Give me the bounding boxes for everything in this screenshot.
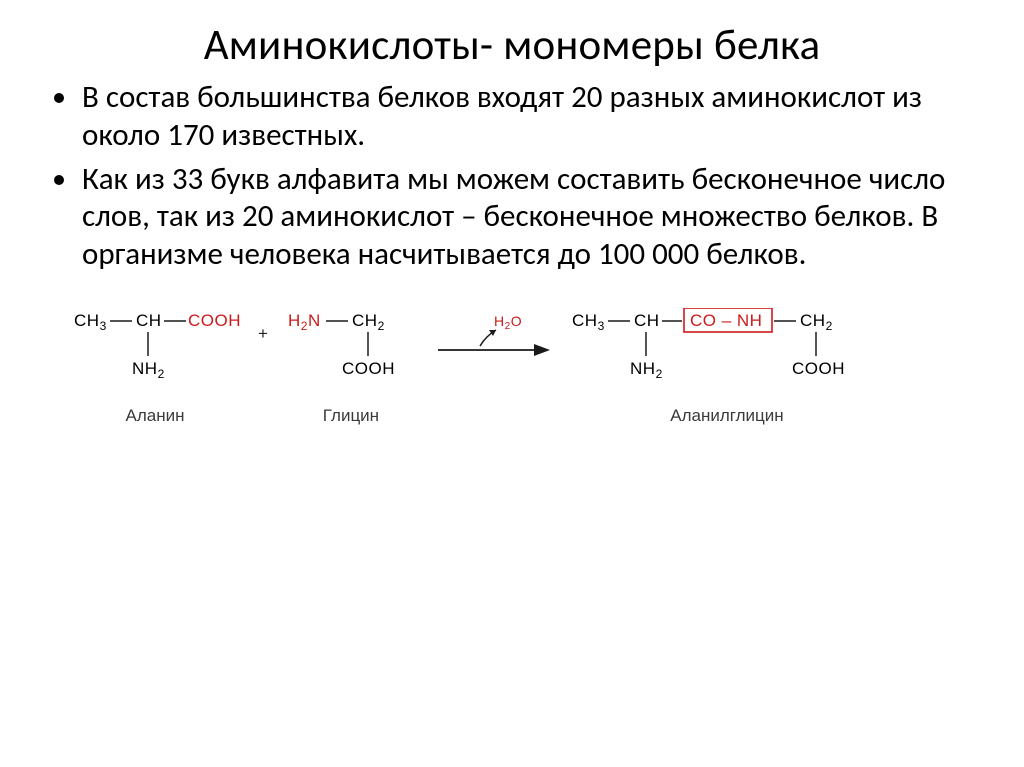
atom-ch2: CH2 bbox=[352, 311, 385, 333]
atom-nh2: NH2 bbox=[132, 359, 165, 381]
molecule-label: Аланин bbox=[126, 406, 185, 426]
molecule-glycine: H2N CH2 COOH Глицин bbox=[286, 308, 416, 426]
molecule-label: Аланилглицин bbox=[670, 406, 783, 426]
slide-title: Аминокислоты- мономеры белка bbox=[40, 18, 984, 71]
atom-ch3: CH3 bbox=[572, 311, 605, 333]
byproduct-h2o: H2O bbox=[494, 316, 522, 332]
bullet-item: В состав большинства белков входят 20 ра… bbox=[80, 79, 984, 155]
atom-ch: CH bbox=[634, 311, 660, 330]
bullet-item: Как из 33 букв алфавита мы можем состави… bbox=[80, 161, 984, 274]
molecule-label: Глицин bbox=[323, 406, 379, 426]
atom-cooh: COOH bbox=[792, 359, 845, 378]
atom-ch: CH bbox=[136, 311, 162, 330]
molecule-alanine: CH3 CH COOH NH2 Аланин bbox=[70, 308, 240, 426]
atom-h2n: H2N bbox=[288, 311, 321, 333]
atom-conh: CO – NH bbox=[690, 311, 762, 330]
molecule-alanylglycine: CH3 CH CO – NH CH2 NH2 COOH Аланилглицин bbox=[572, 308, 882, 426]
reaction-arrow: H2O bbox=[434, 316, 554, 381]
atom-cooh: COOH bbox=[188, 311, 240, 330]
bullet-list: В состав большинства белков входят 20 ра… bbox=[52, 79, 984, 274]
atom-nh2: NH2 bbox=[630, 359, 663, 381]
reaction-diagram: CH3 CH COOH NH2 Аланин + H2N CH2 COOH Гл… bbox=[70, 308, 984, 426]
plus-symbol: + bbox=[258, 324, 268, 344]
atom-cooh: COOH bbox=[342, 359, 395, 378]
atom-ch2: CH2 bbox=[800, 311, 833, 333]
atom-ch3: CH3 bbox=[74, 311, 107, 333]
